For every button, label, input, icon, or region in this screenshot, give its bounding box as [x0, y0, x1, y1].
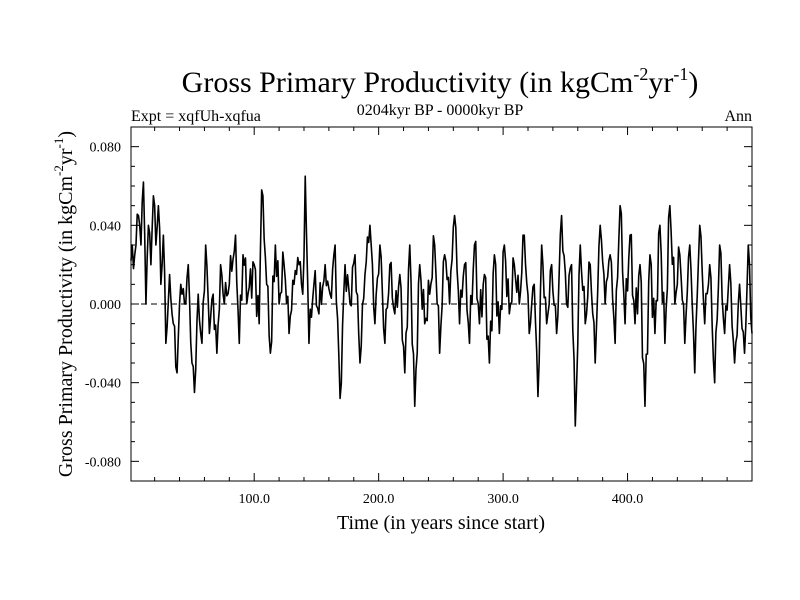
- x-tick-labels: 100.0 200.0 300.0 400.0: [238, 492, 643, 507]
- chart-title-sup1: -2: [633, 64, 648, 84]
- chart-title: Gross Primary Productivity (in kgCm-2yr-…: [182, 64, 699, 99]
- y-axis-label-mid: yr: [55, 148, 77, 165]
- chart-title-mid: yr: [648, 66, 673, 99]
- series-line: [130, 175, 753, 427]
- x-tick-label: 200.0: [363, 492, 395, 507]
- x-tick-label: 100.0: [238, 492, 270, 507]
- y-tick-labels: 0.080 0.040 0.000 -0.040 -0.080: [85, 141, 121, 471]
- x-axis-label: Time (in years since start): [337, 512, 545, 534]
- season-label: Ann: [724, 108, 752, 125]
- x-tick-label: 400.0: [612, 492, 644, 507]
- chart-title-main: Gross Primary Productivity (in kgCm: [182, 66, 634, 99]
- x-tick-label: 300.0: [487, 492, 519, 507]
- chart-title-sup2: -1: [673, 64, 688, 84]
- y-tick-label: -0.040: [85, 377, 121, 392]
- time-range-label: 0204kyr BP - 0000kyr BP: [357, 102, 524, 119]
- chart-title-close: ): [688, 66, 698, 99]
- y-axis-label-main: Gross Primary Productivity (in kgCm: [55, 176, 77, 478]
- axis-ticks: [131, 126, 752, 482]
- y-tick-label: 0.080: [90, 141, 122, 156]
- y-tick-label: 0.040: [90, 219, 122, 234]
- y-tick-label: 0.000: [90, 298, 122, 313]
- y-tick-label: -0.080: [85, 455, 121, 470]
- experiment-label: Expt = xqfUh-xqfua: [131, 108, 261, 125]
- y-axis-label: Gross Primary Productivity (in kgCm-2yr-…: [51, 131, 77, 477]
- y-axis-label-close: ): [55, 131, 77, 138]
- y-axis-label-sup2: -1: [51, 138, 66, 149]
- y-axis-label-sup1: -2: [51, 165, 66, 176]
